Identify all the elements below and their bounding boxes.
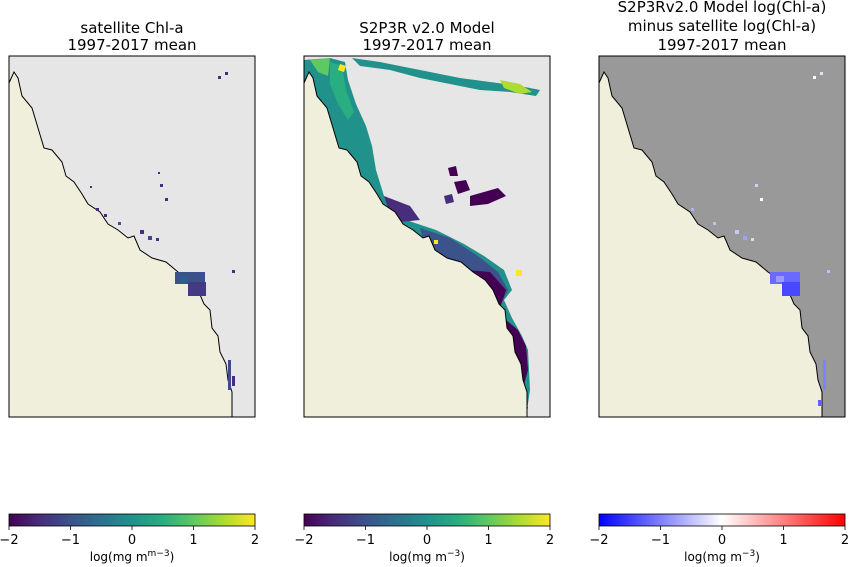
colorbar-3-bar (598, 513, 846, 527)
colorbar-1-tick-label: 2 (251, 533, 259, 548)
map-3-data-cells (691, 72, 830, 406)
map-1-data-cells (90, 72, 235, 390)
colorbar-1-label: log(mg mm−3) (90, 549, 175, 564)
colorbar-1-tick-label: 1 (189, 533, 197, 548)
colorbar-3-tick-label: 0 (718, 533, 726, 548)
colorbar-2-tick-label: 0 (423, 533, 431, 548)
colorbar-3-label: log(mg m−3) (684, 549, 760, 564)
colorbar-3-tick-label: 1 (779, 533, 787, 548)
colorbar-3-tick-label: 2 (841, 533, 849, 548)
colorbar-2-tick-label: −2 (294, 533, 313, 548)
colorbar-1-ticks: −2 −1 0 1 2 (0, 526, 259, 548)
panel-2-title-line-2: 1997-2017 mean (362, 36, 491, 54)
panel-3-title-line-2: minus satellite log(Chl-a) (628, 17, 816, 35)
colorbar-1-label-text: log(mg m (90, 550, 148, 564)
map-3-land (598, 70, 823, 418)
colorbar-3: −2 −1 0 1 2 log(mg m−3) (589, 513, 849, 564)
colorbar-1-bar (8, 513, 256, 527)
colorbar-1-label-sup: m−3 (148, 549, 170, 559)
colorbar-3-ticks: −2 −1 0 1 2 (589, 526, 849, 548)
panel-1-title-line-2: 1997-2017 mean (67, 36, 196, 54)
map-1-frame (8, 55, 256, 418)
colorbar-2-tick-label: 1 (484, 533, 492, 548)
colorbar-2: −2 −1 0 1 2 log(mg m−3) (294, 513, 554, 564)
panel-1-title-line-1: satellite Chl-a (80, 19, 183, 37)
colorbar-1-tick-label: 0 (128, 533, 136, 548)
panel-model: S2P3R v2.0 Model 1997-2017 mean (294, 19, 554, 564)
colorbar-2-bar (303, 513, 551, 527)
map-2-land (303, 70, 528, 418)
panel-satellite: satellite Chl-a 1997-2017 mean (0, 19, 259, 564)
panel-3-title-line-1: S2P3Rv2.0 Model log(Chl-a) (618, 0, 827, 16)
colorbar-2-label: log(mg m−3) (389, 549, 465, 564)
colorbar-2-tick-label: −1 (356, 533, 375, 548)
colorbar-2-tick-label: 2 (546, 533, 554, 548)
colorbar-1-tick-label: −1 (61, 533, 80, 548)
map-1 (8, 55, 256, 418)
colorbar-1: −2 −1 0 1 2 log(mg mm−3) (0, 513, 259, 564)
colorbar-3-tick-label: −1 (651, 533, 670, 548)
colorbar-2-ticks: −2 −1 0 1 2 (294, 526, 554, 548)
map-2-frame (303, 55, 551, 418)
map-2 (303, 55, 551, 418)
colorbar-3-tick-label: −2 (589, 533, 608, 548)
map-3 (598, 55, 846, 418)
panel-2-title-line-1: S2P3R v2.0 Model (359, 19, 494, 37)
map-1-land (8, 70, 233, 418)
panel-3-title-line-3: 1997-2017 mean (657, 36, 786, 54)
map-3-frame (598, 55, 846, 418)
colorbar-1-tick-label: −2 (0, 533, 19, 548)
panel-difference: S2P3Rv2.0 Model log(Chl-a) minus satelli… (589, 0, 849, 564)
